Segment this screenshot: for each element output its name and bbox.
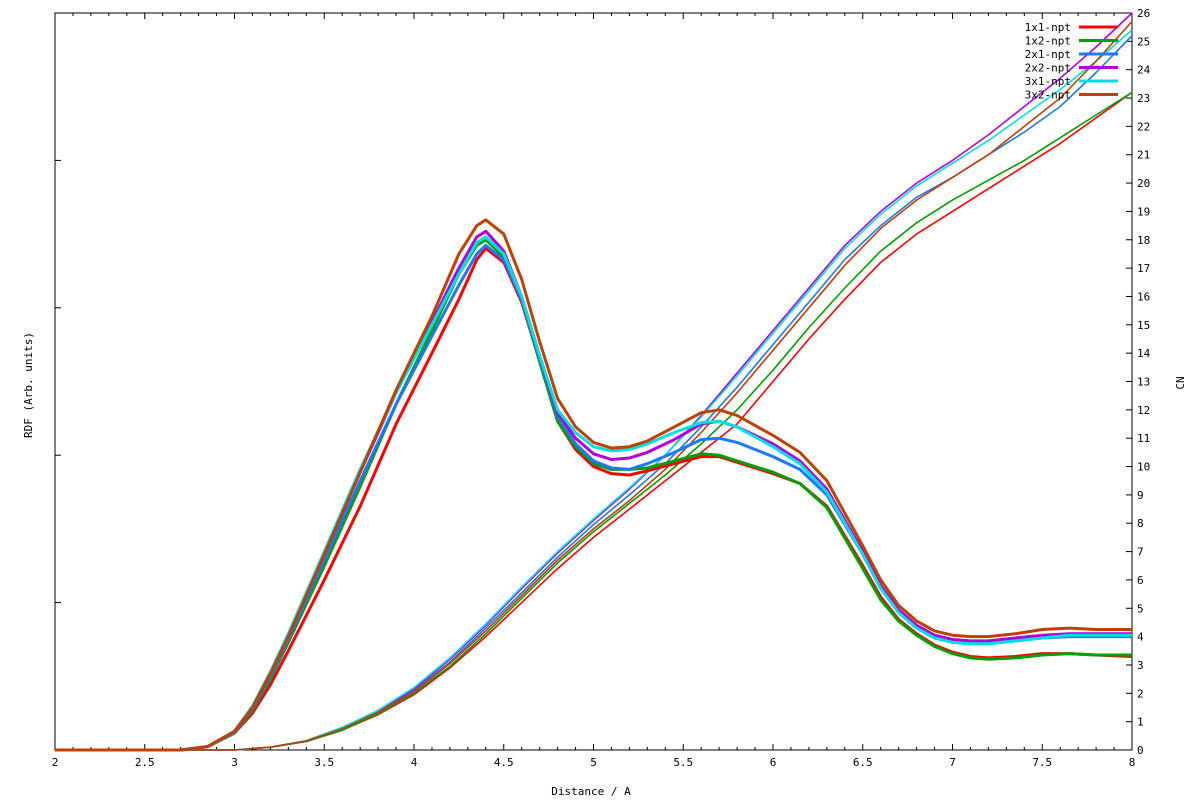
y-right-tick-label: 2 <box>1137 687 1144 700</box>
legend-label: 1x1-npt <box>1025 21 1071 34</box>
y-right-tick-label: 16 <box>1137 290 1150 303</box>
x-tick-label: 7 <box>949 756 956 769</box>
y-left-axis-title: RDF (Arb. units) <box>22 332 35 438</box>
legend-label: 2x1-npt <box>1025 48 1071 61</box>
legend: 1x1-npt1x2-npt2x1-npt2x2-npt3x1-npt3x2-n… <box>1025 21 1118 102</box>
y-right-tick-label: 13 <box>1137 376 1150 389</box>
x-tick-label: 8 <box>1129 756 1136 769</box>
legend-label: 1x2-npt <box>1025 35 1071 48</box>
axis-ticks <box>54 12 1133 751</box>
y-right-tick-label: 9 <box>1137 489 1144 502</box>
y-right-tick-label: 23 <box>1137 92 1150 105</box>
x-tick-label: 5 <box>590 756 597 769</box>
y-right-tick-label: 25 <box>1137 35 1150 48</box>
y-right-tick-label: 3 <box>1137 659 1144 672</box>
y-right-tick-label: 22 <box>1137 120 1150 133</box>
y-right-tick-label: 11 <box>1137 432 1150 445</box>
rdf-line-2x2-npt <box>55 229 1132 752</box>
y-right-axis-title: CN <box>1174 376 1187 389</box>
y-right-tick-label: 15 <box>1137 319 1150 332</box>
y-right-tick-label: 0 <box>1137 744 1144 757</box>
cn-line-1x2-npt <box>55 91 1133 751</box>
x-tick-label: 3.5 <box>314 756 334 769</box>
x-tick-labels: 2 2.5 3 3.5 4 4.5 5 5.5 6 6.5 7 7.5 8 <box>52 756 1136 769</box>
y-right-tick-label: 21 <box>1137 149 1150 162</box>
rdf-line-3x2-npt <box>55 218 1132 752</box>
x-tick-label: 6 <box>770 756 777 769</box>
x-tick-label: 2.5 <box>135 756 155 769</box>
y-right-tick-label: 17 <box>1137 262 1150 275</box>
y-right-tick-label: 26 <box>1137 7 1150 20</box>
cn-line-3x2-npt <box>55 20 1133 751</box>
y-right-tick-label: 8 <box>1137 517 1144 530</box>
rdf-line-3x1-npt <box>55 235 1132 752</box>
legend-label: 3x1-npt <box>1025 75 1071 88</box>
legend-label: 3x2-npt <box>1025 89 1071 102</box>
y-right-tick-label: 5 <box>1137 602 1144 615</box>
y-right-tick-label: 1 <box>1137 716 1144 729</box>
y-right-tick-label: 24 <box>1137 64 1151 77</box>
x-tick-label: 4.5 <box>494 756 514 769</box>
y-right-tick-label: 6 <box>1137 574 1144 587</box>
y-right-tick-label: 18 <box>1137 234 1150 247</box>
legend-label: 2x2-npt <box>1025 62 1071 75</box>
x-tick-label: 7.5 <box>1032 756 1052 769</box>
y-right-tick-label: 14 <box>1137 347 1151 360</box>
rdf-line-2x1-npt <box>55 243 1132 752</box>
rdf-line-1x1-npt <box>55 246 1133 752</box>
x-tick-label: 2 <box>52 756 59 769</box>
x-tick-label: 4 <box>411 756 418 769</box>
series-lines <box>55 12 1133 752</box>
y-right-tick-label: 10 <box>1137 461 1150 474</box>
y-right-tick-label: 4 <box>1137 631 1144 644</box>
rdf-line-1x2-npt <box>55 238 1132 752</box>
x-tick-label: 3 <box>231 756 238 769</box>
x-tick-label: 6.5 <box>853 756 873 769</box>
x-axis-title: Distance / A <box>551 785 631 798</box>
x-tick-label: 5.5 <box>673 756 693 769</box>
y-right-tick-label: 7 <box>1137 546 1144 559</box>
y-right-tick-label: 12 <box>1137 404 1150 417</box>
y-right-tick-label: 20 <box>1137 177 1150 190</box>
y-right-tick-labels: 0123456789101112131415161718192021222324… <box>1137 7 1151 757</box>
y-right-tick-label: 19 <box>1137 205 1150 218</box>
